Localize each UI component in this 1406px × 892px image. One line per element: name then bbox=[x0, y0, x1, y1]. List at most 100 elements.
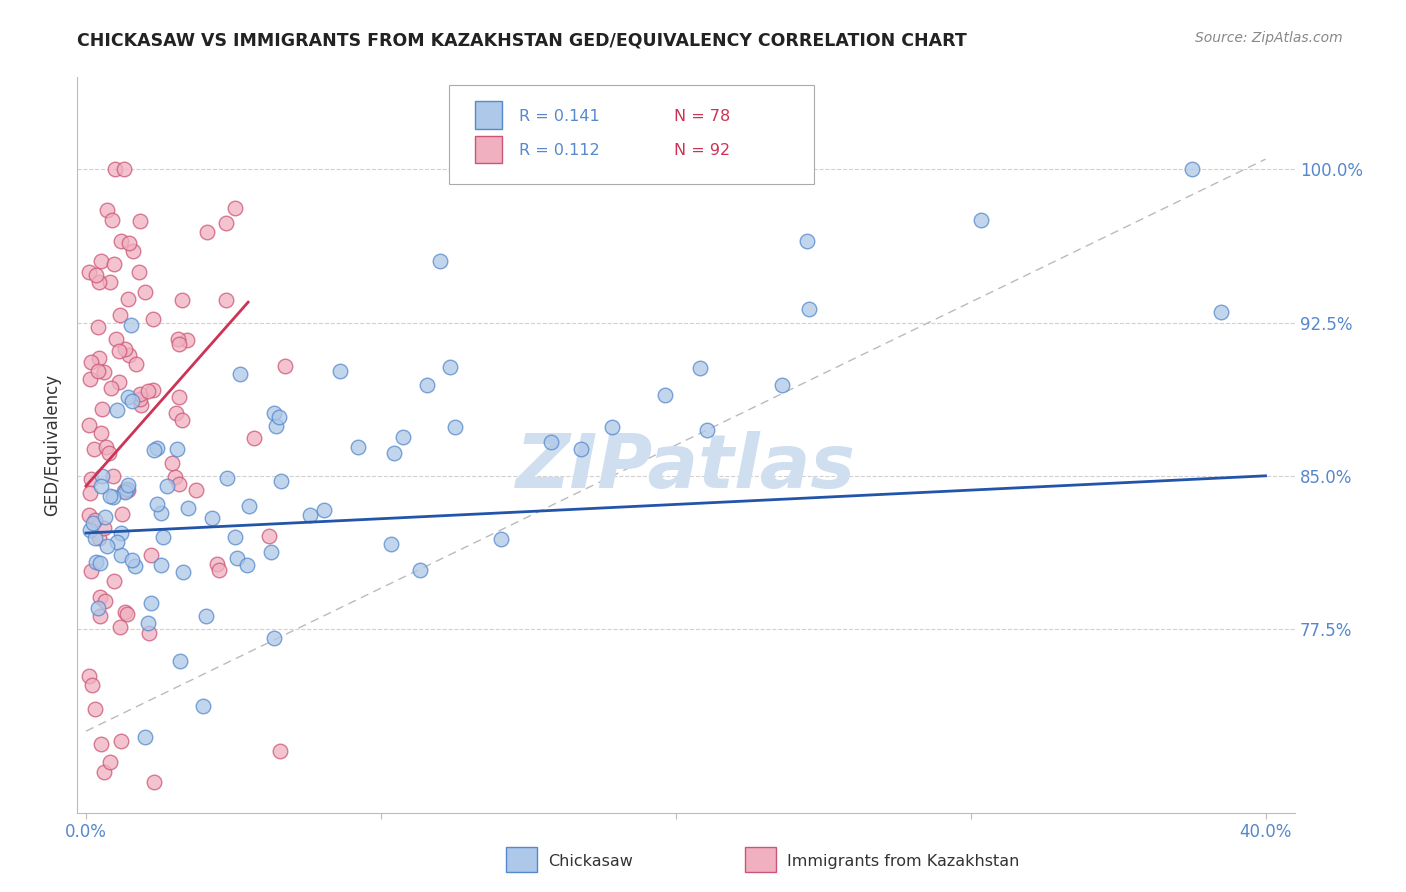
Point bbox=[136, 615, 159, 630]
Point bbox=[263, 631, 285, 645]
Point bbox=[108, 343, 131, 358]
Point bbox=[236, 558, 259, 572]
Point bbox=[84, 268, 107, 283]
Point bbox=[166, 442, 188, 456]
Point bbox=[197, 226, 219, 240]
Point bbox=[215, 216, 238, 230]
Point bbox=[100, 381, 122, 395]
Point bbox=[146, 497, 169, 511]
Point bbox=[120, 318, 142, 332]
Point bbox=[79, 485, 101, 500]
Text: ZIPatlas: ZIPatlas bbox=[516, 431, 856, 504]
Point bbox=[118, 348, 141, 362]
Point bbox=[149, 558, 172, 572]
Point bbox=[89, 531, 111, 545]
Point bbox=[770, 377, 793, 392]
Point bbox=[101, 213, 124, 227]
Point bbox=[142, 775, 165, 789]
Point bbox=[129, 392, 152, 406]
Point bbox=[98, 275, 121, 289]
Point bbox=[136, 384, 159, 398]
Point bbox=[1181, 162, 1204, 177]
Point bbox=[114, 605, 136, 619]
Point bbox=[139, 549, 162, 563]
Point bbox=[194, 608, 217, 623]
Text: N = 78: N = 78 bbox=[673, 109, 730, 124]
Point bbox=[186, 483, 208, 497]
Text: R = 0.112: R = 0.112 bbox=[519, 144, 600, 159]
Point bbox=[121, 553, 143, 567]
Point bbox=[80, 678, 103, 692]
Point bbox=[176, 333, 198, 347]
Point bbox=[93, 765, 115, 780]
Point bbox=[149, 507, 172, 521]
Point bbox=[111, 507, 134, 521]
Point bbox=[409, 563, 432, 577]
Point bbox=[117, 478, 139, 492]
Point bbox=[84, 701, 107, 715]
Point bbox=[89, 557, 111, 571]
Point bbox=[117, 235, 139, 250]
Point bbox=[94, 509, 117, 524]
Point bbox=[80, 472, 103, 486]
Point bbox=[226, 551, 249, 566]
Point bbox=[101, 468, 124, 483]
Point bbox=[125, 357, 148, 371]
Point bbox=[77, 669, 100, 683]
Point bbox=[969, 213, 991, 227]
Point bbox=[117, 292, 139, 306]
Text: R = 0.141: R = 0.141 bbox=[519, 109, 600, 124]
Point bbox=[83, 442, 105, 457]
Point bbox=[110, 620, 132, 634]
Point bbox=[90, 254, 112, 268]
Point bbox=[799, 302, 821, 317]
Text: Immigrants from Kazakhstan: Immigrants from Kazakhstan bbox=[787, 855, 1019, 869]
Point bbox=[105, 535, 128, 549]
Point bbox=[94, 594, 117, 608]
Point bbox=[83, 513, 105, 527]
Point bbox=[90, 425, 112, 440]
Point bbox=[77, 508, 100, 523]
Point bbox=[114, 484, 136, 499]
Point bbox=[114, 485, 136, 500]
Point bbox=[128, 214, 150, 228]
Point bbox=[167, 337, 190, 351]
Point bbox=[134, 285, 156, 299]
Point bbox=[104, 162, 127, 177]
Point bbox=[134, 731, 156, 745]
Point bbox=[87, 319, 110, 334]
Point bbox=[260, 545, 283, 559]
Point bbox=[124, 558, 146, 573]
Point bbox=[98, 489, 121, 503]
Point bbox=[122, 244, 145, 258]
Point bbox=[269, 744, 291, 758]
Point bbox=[540, 435, 562, 450]
Point bbox=[141, 596, 163, 610]
Point bbox=[128, 264, 150, 278]
Point bbox=[110, 234, 132, 248]
Point bbox=[263, 406, 285, 420]
Point bbox=[274, 359, 297, 374]
Point bbox=[121, 394, 143, 409]
Point bbox=[110, 549, 132, 563]
Point bbox=[98, 755, 121, 769]
Point bbox=[91, 401, 114, 416]
Point bbox=[142, 383, 165, 397]
Point bbox=[1211, 305, 1233, 319]
Point bbox=[108, 308, 131, 322]
Point bbox=[79, 523, 101, 537]
Point bbox=[84, 531, 107, 545]
Point bbox=[87, 275, 110, 289]
Point bbox=[105, 332, 128, 346]
Point bbox=[117, 607, 139, 622]
Point bbox=[243, 431, 266, 445]
Point bbox=[346, 441, 368, 455]
Point bbox=[163, 470, 186, 484]
Point bbox=[429, 254, 451, 268]
Point bbox=[228, 367, 250, 381]
Point bbox=[600, 419, 623, 434]
Bar bbox=[475, 101, 502, 129]
FancyBboxPatch shape bbox=[449, 85, 814, 184]
Point bbox=[143, 443, 166, 458]
Point bbox=[105, 403, 128, 417]
